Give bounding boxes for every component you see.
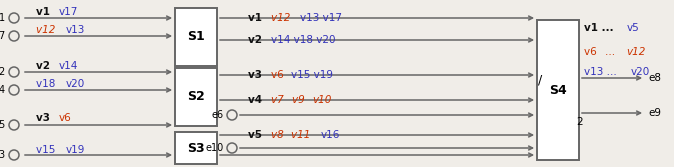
Text: v12: v12	[36, 25, 59, 35]
Bar	[175, 8, 217, 66]
Text: v8: v8	[271, 130, 286, 140]
Text: v9: v9	[292, 95, 307, 105]
Text: S4: S4	[549, 84, 567, 97]
Text: v6: v6	[584, 47, 600, 57]
Text: v1 ...: v1 ...	[584, 23, 617, 33]
Text: S1: S1	[187, 31, 205, 43]
Text: /: /	[538, 73, 542, 87]
Text: v14: v14	[59, 61, 78, 71]
Text: v20: v20	[65, 79, 84, 89]
Text: v10: v10	[312, 95, 332, 105]
Text: v15: v15	[36, 145, 59, 155]
Text: v3: v3	[36, 113, 54, 123]
Text: v2: v2	[248, 35, 266, 45]
Text: v5: v5	[627, 23, 640, 33]
Text: v1: v1	[36, 7, 54, 17]
Text: v15 v19: v15 v19	[291, 70, 334, 80]
Text: e4: e4	[0, 85, 6, 95]
Text: e1: e1	[0, 13, 6, 23]
Text: e8: e8	[648, 73, 661, 83]
Bar	[175, 132, 217, 164]
Text: v1: v1	[248, 13, 266, 23]
Text: v11: v11	[291, 130, 314, 140]
Text: e9: e9	[648, 108, 661, 118]
Text: v20: v20	[630, 67, 650, 77]
Text: e7: e7	[0, 31, 6, 41]
Text: S3: S3	[187, 141, 205, 154]
Text: 2: 2	[577, 117, 583, 127]
Text: v5: v5	[248, 130, 266, 140]
Text: v3: v3	[248, 70, 266, 80]
Bar	[175, 68, 217, 126]
Text: v12: v12	[271, 13, 293, 23]
Text: S2: S2	[187, 91, 205, 104]
Text: e10: e10	[206, 143, 224, 153]
Text: v19: v19	[65, 145, 84, 155]
Text: e6: e6	[212, 110, 224, 120]
Text: e3: e3	[0, 150, 6, 160]
Text: v18: v18	[36, 79, 59, 89]
Bar	[537, 20, 579, 160]
Text: v13 ...: v13 ...	[584, 67, 620, 77]
Text: v16: v16	[321, 130, 340, 140]
Text: v17: v17	[59, 7, 78, 17]
Text: v14 v18 v20: v14 v18 v20	[271, 35, 335, 45]
Text: ...: ...	[605, 47, 621, 57]
Text: v13 v17: v13 v17	[300, 13, 342, 23]
Text: v12: v12	[626, 47, 646, 57]
Text: v2: v2	[36, 61, 54, 71]
Text: v7: v7	[271, 95, 287, 105]
Text: v6: v6	[271, 70, 286, 80]
Text: v6: v6	[59, 113, 71, 123]
Text: v4: v4	[248, 95, 266, 105]
Text: e2: e2	[0, 67, 6, 77]
Text: e5: e5	[0, 120, 6, 130]
Text: v13: v13	[65, 25, 84, 35]
